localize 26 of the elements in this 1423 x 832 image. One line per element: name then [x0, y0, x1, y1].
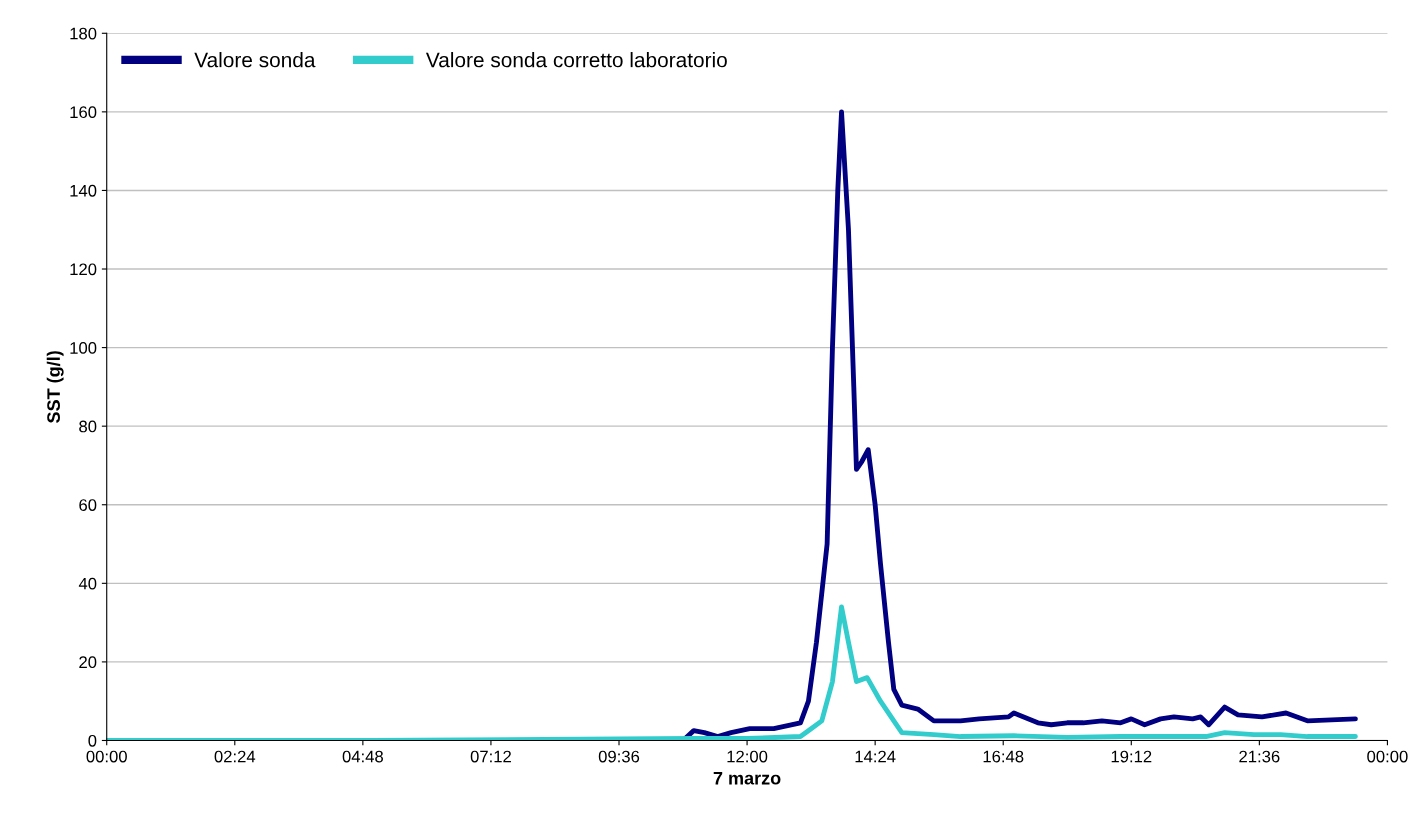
x-tick-label: 07:12	[470, 750, 511, 763]
x-tick-label: 00:00	[1367, 750, 1408, 763]
line-series	[106, 604, 1358, 741]
y-tick-label: 20	[79, 656, 97, 669]
x-tick-label: 21:36	[1239, 750, 1280, 763]
y-tick-label: 60	[79, 499, 97, 511]
x-axis-title: 7 marzo	[713, 771, 781, 785]
y-tick-label: 160	[70, 106, 97, 119]
x-tick-label: 14:24	[855, 750, 896, 763]
legend-label: Valore sonda	[194, 52, 316, 68]
y-tick-label: 100	[70, 341, 97, 354]
y-tick-label: 40	[78, 577, 97, 590]
x-tick-label: 12:00	[727, 750, 768, 763]
y-tick-label: 120	[70, 263, 97, 276]
x-tick-label: 16:48	[983, 750, 1024, 763]
x-tick-label: 09:36	[598, 750, 640, 763]
x-tick-label: 02:24	[214, 750, 256, 763]
y-tick-label: 180	[70, 27, 97, 40]
y-tick-label: 0	[88, 734, 97, 747]
legend-label: Valore sonda corretto laboratorio	[425, 52, 727, 68]
x-tick-label: 04:48	[342, 750, 383, 763]
x-tick-label: 19:12	[1111, 750, 1152, 763]
x-tick-label: 00:00	[86, 750, 127, 763]
y-tick-label: 80	[79, 420, 97, 433]
y-axis-title: SST (g/l)	[46, 351, 64, 423]
y-tick-label: 140	[70, 184, 97, 197]
